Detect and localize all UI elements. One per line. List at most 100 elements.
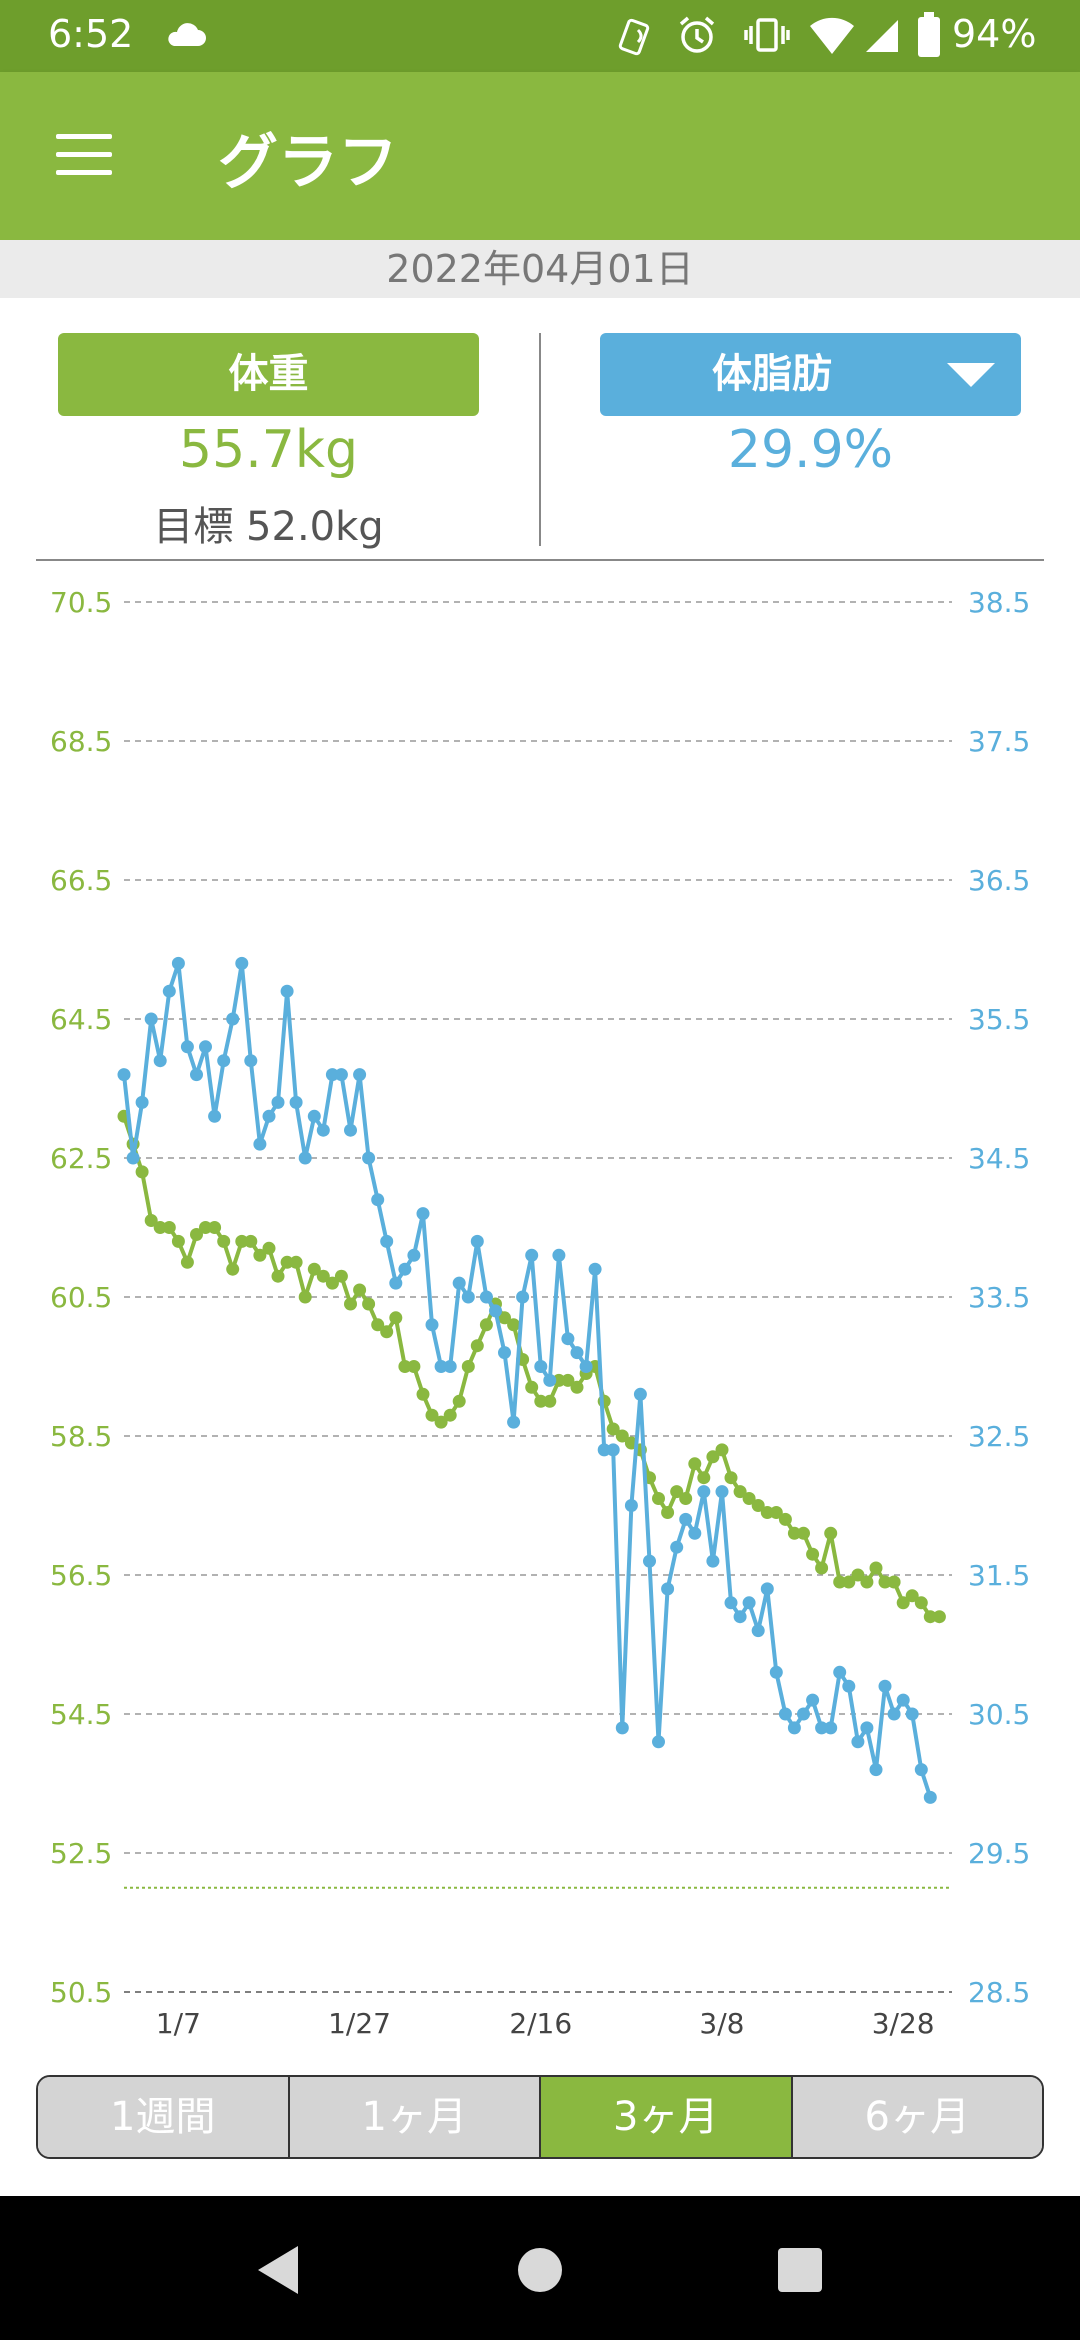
signal-icon	[866, 20, 898, 52]
fat-point	[307, 1109, 321, 1123]
date-bar: 2022年04月01日	[0, 240, 1080, 298]
home-icon[interactable]	[510, 2240, 570, 2300]
back-icon[interactable]	[250, 2240, 310, 2300]
fat-point	[887, 1707, 901, 1721]
weight-point	[171, 1234, 185, 1248]
fat-point	[316, 1123, 330, 1137]
weight-point	[534, 1394, 548, 1408]
right-axis-tick-label: 28.5	[968, 1976, 1030, 2009]
weight-point	[371, 1318, 385, 1332]
weight-point	[190, 1228, 203, 1241]
left-axis-tick-label: 54.5	[50, 1698, 112, 1731]
weight-point	[298, 1290, 312, 1304]
weight-point	[316, 1269, 330, 1283]
right-axis-tick-label: 32.5	[968, 1420, 1030, 1453]
weight-point	[344, 1297, 357, 1311]
weight-point	[851, 1568, 865, 1582]
weight-point	[425, 1408, 439, 1422]
fat-point	[606, 1443, 620, 1457]
left-axis-tick-label: 56.5	[50, 1559, 112, 1592]
left-axis-tick-label: 66.5	[50, 864, 112, 897]
right-axis-tick-label: 30.5	[968, 1698, 1030, 1731]
fat-point	[298, 1151, 312, 1165]
weight-point	[715, 1443, 729, 1457]
weight-point	[561, 1373, 575, 1387]
weight-point	[416, 1387, 430, 1401]
weight-point	[797, 1526, 810, 1540]
fat-point	[534, 1360, 548, 1373]
fat-point	[878, 1679, 892, 1693]
summary-divider	[36, 559, 1044, 561]
weight-point	[778, 1512, 792, 1526]
left-axis-tick-label: 60.5	[50, 1281, 112, 1314]
weight-point	[244, 1234, 258, 1248]
fat-point	[715, 1485, 729, 1499]
fat-point	[416, 1207, 430, 1221]
weight-point	[751, 1499, 765, 1512]
weight-point	[162, 1221, 176, 1234]
weight-point	[606, 1422, 620, 1436]
right-axis-tick-label: 31.5	[968, 1559, 1030, 1592]
weight-point	[479, 1318, 493, 1332]
weight-point	[289, 1255, 303, 1269]
status-bar: 6:52 94%	[0, 0, 1080, 72]
cloud-icon	[168, 23, 206, 46]
weight-button[interactable]: 体重	[58, 333, 479, 416]
battery-icon	[918, 12, 940, 57]
x-axis-tick-label: 3/8	[699, 2007, 744, 2040]
fat-point	[144, 1012, 158, 1026]
weight-point	[144, 1214, 158, 1227]
page-title: グラフ	[218, 128, 398, 198]
fat-point	[407, 1248, 421, 1262]
weight-point	[507, 1318, 521, 1332]
fat-point	[661, 1582, 675, 1596]
fat-point	[643, 1554, 656, 1568]
tab-1-month[interactable]: 1ヶ月	[289, 2077, 541, 2157]
fat-point	[552, 1248, 566, 1262]
status-time: 6:52	[48, 12, 134, 56]
weight-point	[461, 1360, 475, 1373]
recents-icon[interactable]	[770, 2240, 830, 2300]
tab-6-months[interactable]: 6ヶ月	[792, 2077, 1042, 2157]
x-axis-tick-label: 1/27	[328, 2007, 391, 2040]
fat-point	[579, 1360, 593, 1373]
fat-point	[461, 1290, 475, 1304]
fat-point	[896, 1693, 910, 1707]
tab-3-months[interactable]: 3ヶ月	[541, 2077, 793, 2157]
fat-point	[914, 1763, 928, 1777]
weight-point	[905, 1589, 919, 1603]
fat-point	[362, 1151, 376, 1165]
fat-selector[interactable]: 体脂肪	[600, 333, 1021, 416]
fat-point	[452, 1276, 466, 1290]
weight-point	[869, 1561, 883, 1575]
fat-point	[126, 1151, 140, 1165]
fat-point	[842, 1679, 856, 1693]
weight-point	[525, 1380, 539, 1394]
weight-point	[271, 1269, 285, 1283]
right-axis-tick-label: 35.5	[968, 1003, 1030, 1036]
weight-point	[407, 1360, 421, 1373]
fat-point	[516, 1290, 530, 1304]
fat-point	[380, 1234, 394, 1248]
menu-button[interactable]	[40, 116, 130, 196]
fat-point	[733, 1610, 747, 1624]
vibrate-icon	[744, 18, 790, 52]
fat-point	[171, 956, 185, 970]
fat-label: 体脂肪	[712, 351, 832, 397]
fat-point	[615, 1721, 629, 1735]
weight-point	[199, 1221, 212, 1234]
fat-point	[135, 1095, 149, 1109]
fat-point	[253, 1137, 267, 1151]
fat-point	[688, 1526, 702, 1540]
weight-point	[688, 1457, 702, 1471]
fat-point	[724, 1596, 738, 1610]
fat-point	[679, 1512, 693, 1526]
fat-point	[479, 1290, 493, 1304]
weight-point	[498, 1311, 511, 1325]
fat-point	[787, 1721, 801, 1735]
tab-1-week[interactable]: 1週間	[38, 2077, 290, 2157]
weight-point	[923, 1610, 937, 1624]
weight-point	[914, 1596, 928, 1610]
x-axis-tick-label: 3/28	[872, 2007, 935, 2040]
weight-point	[552, 1373, 566, 1387]
